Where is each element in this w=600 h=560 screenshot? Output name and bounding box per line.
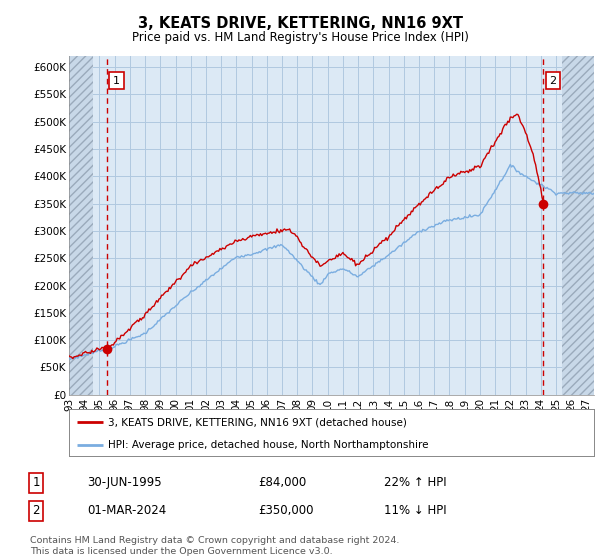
Text: 2: 2: [32, 504, 40, 517]
Text: Price paid vs. HM Land Registry's House Price Index (HPI): Price paid vs. HM Land Registry's House …: [131, 31, 469, 44]
Text: 1: 1: [113, 76, 120, 86]
Bar: [69, 56, 93, 395]
Bar: [69, 56, 93, 395]
Text: £84,000: £84,000: [258, 476, 306, 489]
Text: 1: 1: [32, 476, 40, 489]
Text: 3, KEATS DRIVE, KETTERING, NN16 9XT (detached house): 3, KEATS DRIVE, KETTERING, NN16 9XT (det…: [109, 417, 407, 427]
Text: 22% ↑ HPI: 22% ↑ HPI: [384, 476, 446, 489]
Text: 2: 2: [550, 76, 557, 86]
Bar: [562, 56, 594, 395]
Text: 30-JUN-1995: 30-JUN-1995: [87, 476, 161, 489]
Text: 3, KEATS DRIVE, KETTERING, NN16 9XT: 3, KEATS DRIVE, KETTERING, NN16 9XT: [137, 16, 463, 31]
Text: 11% ↓ HPI: 11% ↓ HPI: [384, 504, 446, 517]
Text: 01-MAR-2024: 01-MAR-2024: [87, 504, 166, 517]
Bar: [562, 56, 594, 395]
Text: HPI: Average price, detached house, North Northamptonshire: HPI: Average price, detached house, Nort…: [109, 440, 429, 450]
Text: £350,000: £350,000: [258, 504, 314, 517]
Text: Contains HM Land Registry data © Crown copyright and database right 2024.
This d: Contains HM Land Registry data © Crown c…: [30, 536, 400, 556]
